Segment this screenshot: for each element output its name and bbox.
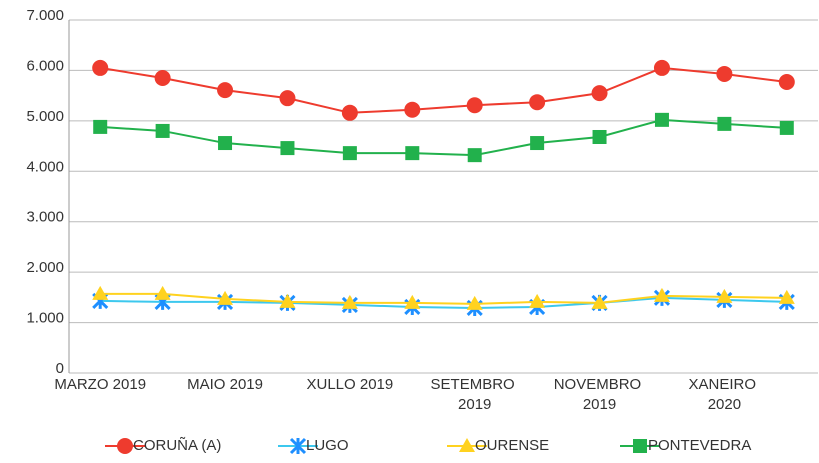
- marker: [592, 129, 607, 144]
- legend-label: LUGO: [306, 437, 349, 454]
- marker: [279, 90, 296, 107]
- marker: [217, 82, 234, 99]
- marker: [92, 59, 109, 76]
- marker: [716, 65, 733, 82]
- legend-marker: [633, 439, 647, 453]
- marker: [280, 141, 295, 156]
- legend-label: OURENSE: [475, 437, 549, 454]
- marker: [654, 112, 669, 127]
- marker: [591, 85, 608, 102]
- marker: [653, 287, 670, 302]
- legend-marker: [459, 438, 475, 452]
- legend-marker: [117, 438, 133, 454]
- x-tick-label: XULLO 2019: [307, 376, 394, 393]
- legend-marker: [289, 437, 307, 455]
- marker: [653, 59, 670, 76]
- y-tick-label: 2.000: [26, 259, 64, 276]
- marker: [530, 136, 545, 151]
- marker: [93, 119, 108, 134]
- series-line: [100, 66, 787, 114]
- marker: [405, 146, 420, 161]
- y-tick-label: 6.000: [26, 57, 64, 74]
- marker: [529, 293, 546, 308]
- marker: [716, 288, 733, 303]
- y-tick-label: 1.000: [26, 310, 64, 327]
- y-tick-label: 3.000: [26, 209, 64, 226]
- series-line: [100, 118, 787, 157]
- marker: [342, 146, 357, 161]
- marker: [778, 74, 795, 91]
- marker: [341, 294, 358, 309]
- y-tick-label: 7.000: [26, 7, 64, 24]
- marker: [466, 295, 483, 310]
- marker: [279, 293, 296, 308]
- x-tick-label: NOVEMBRO 2019: [554, 376, 646, 413]
- marker: [404, 294, 421, 309]
- y-tick-label: 4.000: [26, 158, 64, 175]
- x-tick-label: XANEIRO 2020: [689, 376, 761, 413]
- marker: [154, 69, 171, 86]
- x-tick-label: MARZO 2019: [54, 376, 146, 393]
- y-tick-label: 5.000: [26, 108, 64, 125]
- marker: [92, 285, 109, 300]
- marker: [591, 294, 608, 309]
- marker: [217, 290, 234, 305]
- marker: [466, 97, 483, 114]
- marker: [155, 123, 170, 138]
- y-tick-label: 0: [56, 360, 64, 377]
- marker: [404, 101, 421, 118]
- marker: [218, 136, 233, 151]
- series-line: [100, 292, 787, 305]
- series-line: [100, 296, 787, 309]
- legend-label: PONTEVEDRA: [648, 437, 751, 454]
- marker: [779, 120, 794, 135]
- marker: [154, 285, 171, 300]
- x-tick-label: MAIO 2019: [187, 376, 263, 393]
- x-tick-label: SETEMBRO 2019: [431, 376, 519, 413]
- marker: [467, 148, 482, 163]
- marker: [717, 116, 732, 131]
- legend-label: CORUÑA (A): [133, 437, 221, 454]
- marker: [341, 104, 358, 121]
- marker: [529, 94, 546, 111]
- marker: [778, 289, 795, 304]
